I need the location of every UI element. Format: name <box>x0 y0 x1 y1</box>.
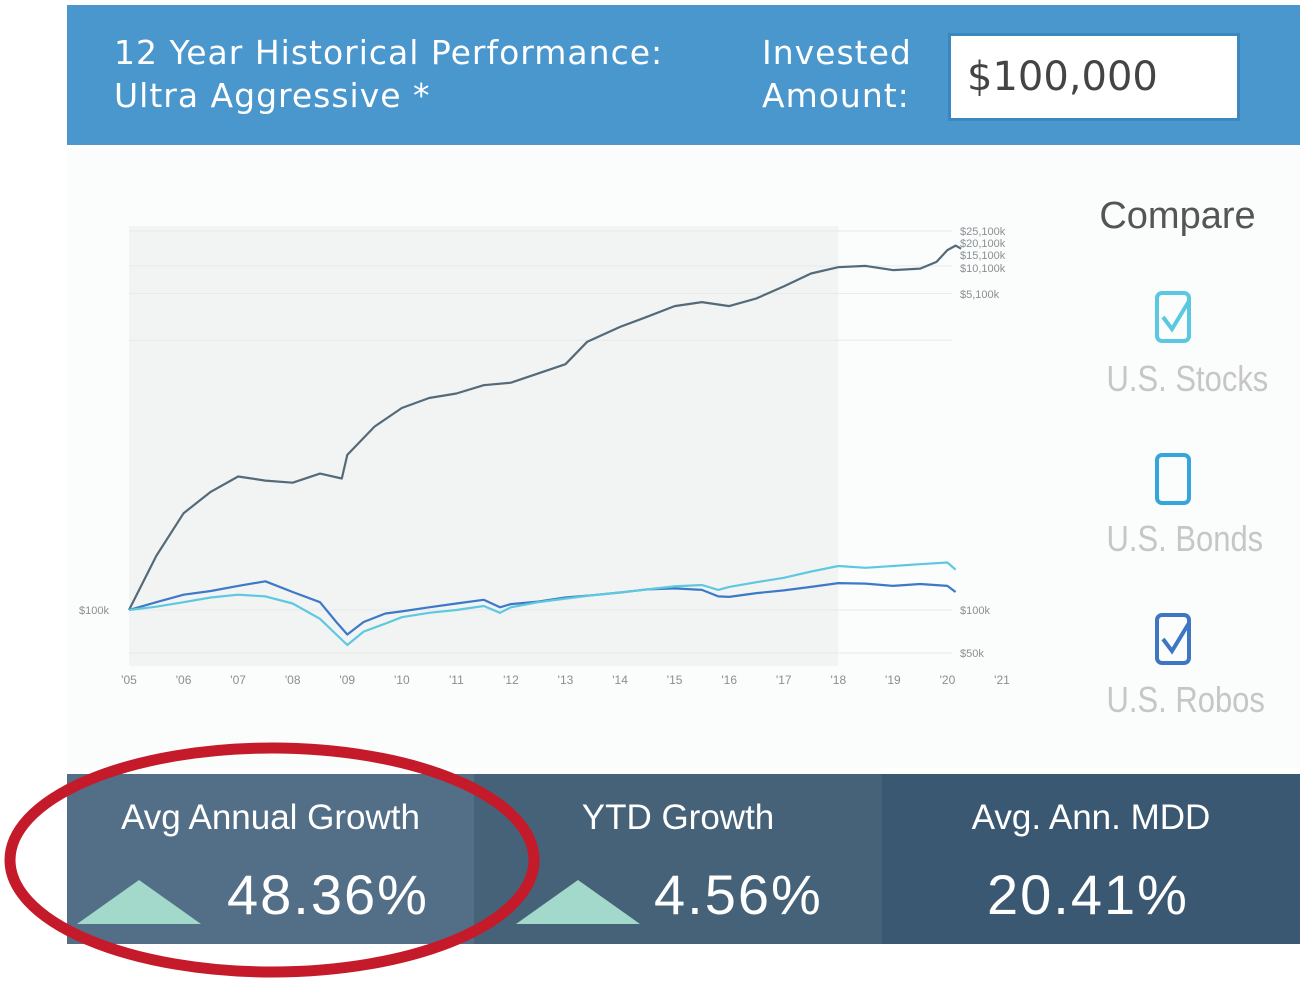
checkmark-icon <box>1161 621 1191 655</box>
title-line-2: Ultra Aggressive * <box>114 76 431 115</box>
stat-value: 48.36% <box>227 863 429 926</box>
plot-background <box>129 226 839 666</box>
x-tick-label: '06 <box>176 673 192 687</box>
invested-amount-input[interactable] <box>948 33 1240 121</box>
compare-title: Compare <box>1099 195 1256 237</box>
x-tick-label: '10 <box>394 673 410 687</box>
us-stocks-label[interactable]: U.S. Stocks <box>1106 358 1269 399</box>
x-tick-label: '21 <box>994 673 1010 687</box>
y-tick-label: $15,100k <box>960 250 1006 262</box>
stats-bar: Avg Annual Growth 48.36% YTD Growth 4.56… <box>67 774 1300 944</box>
invested-label-line-2: Amount: <box>762 76 910 115</box>
y-tick-label: $50k <box>960 648 984 660</box>
x-tick-label: '20 <box>940 673 956 687</box>
header-bar: 12 Year Historical Performance: Ultra Ag… <box>67 5 1300 145</box>
series-line-2 <box>128 561 957 647</box>
y-tick-label: $10,100k <box>960 263 1006 275</box>
x-tick-label: '18 <box>830 673 846 687</box>
y-tick-label: $5,100k <box>960 289 1000 301</box>
stat-label: YTD Growth <box>581 798 775 837</box>
x-tick-label: '09 <box>339 673 355 687</box>
x-tick-label: '17 <box>776 673 792 687</box>
chart-svg: $25,100k$20,100k$15,100k$10,100k $5,100k $… <box>79 226 1010 687</box>
invested-amount-label: Invested Amount: <box>762 31 912 117</box>
annotation-circle <box>4 742 540 978</box>
title-line-1: 12 Year Historical Performance: <box>114 33 664 72</box>
x-tick-label: '16 <box>721 673 737 687</box>
x-tick-label: '13 <box>558 673 574 687</box>
stat-label: Avg Annual Growth <box>121 798 420 837</box>
y-tick-label: $20,100k <box>960 238 1006 250</box>
us-bonds-label[interactable]: U.S. Bonds <box>1106 518 1264 559</box>
performance-chart: $25,100k $20,100k $15,100k $10,100k $5,100k $… <box>67 148 1300 768</box>
stat-label: Avg. Ann. MDD <box>971 798 1211 837</box>
y-tick-label-left: $100k <box>79 605 109 617</box>
x-tick-label: '14 <box>612 673 628 687</box>
us-robos-checkbox[interactable] <box>1155 613 1191 665</box>
invested-label-line-1: Invested <box>762 33 912 72</box>
trend-up-icon <box>516 880 640 924</box>
us-bonds-checkbox[interactable] <box>1155 453 1191 505</box>
trend-up-icon <box>77 880 201 924</box>
checkmark-icon <box>1161 299 1191 333</box>
series-line-0 <box>128 244 962 611</box>
stat-avg-ann-mdd: Avg. Ann. MDD 20.41% <box>882 774 1300 944</box>
stat-ytd-growth: YTD Growth 4.56% <box>474 774 882 944</box>
x-tick-label: '08 <box>285 673 301 687</box>
us-stocks-checkbox[interactable] <box>1155 291 1191 343</box>
series-line-1 <box>128 580 957 636</box>
stat-value: 4.56% <box>654 863 823 926</box>
x-tick-label: '11 <box>449 673 464 687</box>
x-tick-label: '15 <box>667 673 683 687</box>
x-tick-label: '19 <box>885 673 901 687</box>
y-tick-label: $25,100k <box>960 226 1006 238</box>
x-tick-label: '12 <box>503 673 519 687</box>
x-tick-label: '07 <box>230 673 246 687</box>
x-tick-label: '05 <box>121 673 137 687</box>
page-title: 12 Year Historical Performance: Ultra Ag… <box>114 31 663 117</box>
stat-avg-annual-growth: Avg Annual Growth 48.36% <box>67 774 474 944</box>
stat-value: 20.41% <box>987 863 1189 926</box>
y-tick-label: $100k <box>960 605 990 617</box>
us-robos-label[interactable]: U.S. Robos <box>1106 679 1265 720</box>
